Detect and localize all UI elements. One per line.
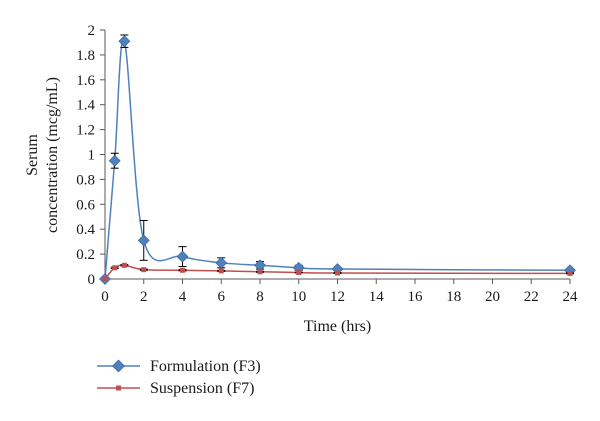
legend: Formulation (F3) Suspension (F7)	[97, 358, 261, 397]
y-axis-ticks: 0 0.2 0.4 0.6 0.8 1 1.2 1.4 1.6 1.8 2	[76, 23, 105, 288]
x-tick-label: 18	[446, 289, 461, 305]
y-tick-label: 0	[88, 272, 96, 288]
x-tick-label: 24	[563, 289, 579, 305]
data-point	[141, 267, 147, 273]
y-axis-title: Serum concentration (mcg/mL)	[24, 77, 61, 233]
data-point	[335, 270, 340, 276]
data-point	[215, 256, 228, 269]
x-tick-label: 8	[256, 289, 264, 305]
series-formulation	[99, 34, 576, 285]
y-tick-label: 1.6	[76, 73, 95, 89]
y-tick-label: 0.8	[76, 172, 95, 188]
y-tick-label: 0.2	[76, 247, 95, 263]
y-axis-title-line-1: Serum	[24, 134, 41, 176]
y-tick-label: 0.4	[76, 222, 95, 238]
data-point	[180, 267, 185, 273]
data-point	[567, 270, 573, 276]
data-point	[108, 154, 121, 167]
y-tick-label: 1.4	[76, 98, 95, 114]
legend-marker-diamond-icon	[112, 359, 125, 373]
data-point	[112, 265, 118, 271]
y-axis-title-line-2: concentration (mcg/mL)	[44, 77, 61, 233]
legend-label-formulation: Formulation (F3)	[150, 358, 261, 375]
x-tick-label: 12	[330, 289, 345, 305]
legend-marker-square-icon	[116, 385, 121, 391]
data-point	[257, 269, 263, 275]
data-point	[137, 234, 150, 247]
data-point	[102, 276, 108, 282]
data-point	[176, 250, 189, 263]
data-point	[218, 268, 224, 274]
x-tick-label: 6	[218, 289, 226, 305]
y-tick-label: 2	[88, 23, 96, 39]
x-axis-title: Time (hrs)	[304, 318, 371, 335]
x-tick-label: 20	[485, 289, 500, 305]
plot-area	[99, 34, 576, 285]
series-line	[104, 39, 571, 280]
series-suspension	[102, 262, 574, 282]
y-tick-label: 1.2	[76, 123, 95, 139]
x-tick-label: 14	[369, 289, 385, 305]
axes: 0 2 4 6 8 10 12 14 16 18 20 22 24 00.20.40.60.811.21…	[76, 23, 578, 305]
y-tick-label: 1.8	[76, 48, 95, 64]
data-point	[296, 270, 302, 276]
x-tick-label: 10	[291, 289, 306, 305]
x-tick-label: 22	[524, 289, 539, 305]
y-tick-label: 0.6	[76, 197, 95, 213]
x-tick-label: 16	[408, 289, 424, 305]
x-tick-label: 0	[101, 289, 109, 305]
x-axis-ticks: 0 2 4 6 8 10 12 14 16 18 20 22 24	[101, 279, 578, 305]
legend-item-suspension: Suspension (F7)	[97, 380, 254, 397]
y-tick-label: 1	[88, 148, 96, 164]
x-tick-label: 2	[140, 289, 148, 305]
data-point	[118, 35, 131, 48]
legend-item-formulation: Formulation (F3)	[97, 358, 261, 375]
data-point	[121, 262, 127, 268]
x-tick-label: 4	[179, 289, 187, 305]
legend-label-suspension: Suspension (F7)	[150, 380, 254, 397]
